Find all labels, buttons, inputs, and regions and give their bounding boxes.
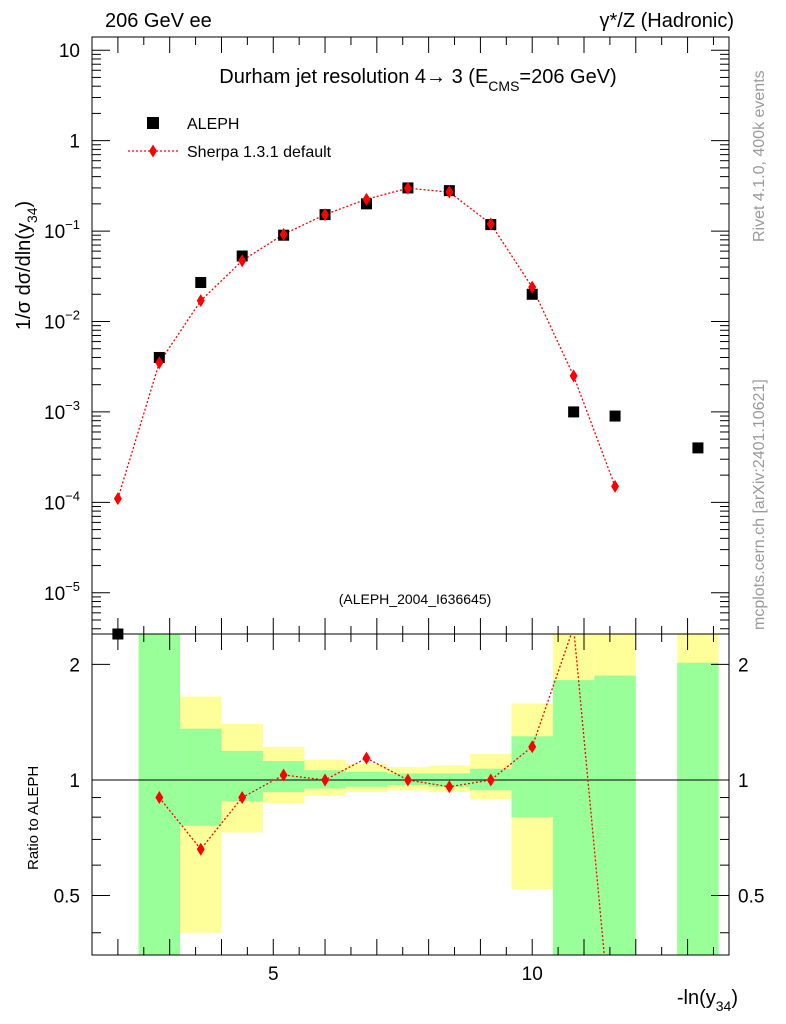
main-y-tick-label: 10−5 bbox=[44, 579, 80, 605]
main-axes: 10 1 10−1 10−2 10−3 10−4 10−5 bbox=[44, 37, 729, 634]
ratio-band-inner bbox=[180, 728, 222, 826]
sherpa-point bbox=[611, 479, 620, 493]
ratio-y-tick-label-right: 0.5 bbox=[738, 887, 764, 908]
sherpa-point bbox=[196, 294, 205, 308]
ratio-ylabel: Ratio to ALEPH bbox=[25, 766, 42, 870]
sherpa-point bbox=[486, 217, 495, 231]
mcplots-citation-label: mcplots.cern.ch [arXiv:2401.10621] bbox=[751, 379, 768, 630]
ratio-point bbox=[238, 791, 247, 805]
rivet-version-label: Rivet 4.1.0, 400k events bbox=[751, 70, 768, 242]
aleph-point bbox=[568, 406, 580, 418]
aleph-point bbox=[526, 288, 538, 300]
sherpa-point bbox=[569, 369, 578, 383]
main-y-tick-label: 10−4 bbox=[44, 488, 80, 514]
ratio-band-inner bbox=[677, 662, 719, 955]
main-data-layer bbox=[112, 181, 704, 640]
ratio-point bbox=[155, 791, 164, 805]
sherpa-point bbox=[279, 227, 288, 241]
aleph-point bbox=[195, 276, 207, 288]
main-y-tick-label: 10−3 bbox=[44, 398, 80, 424]
header-left: 206 GeV ee bbox=[105, 10, 212, 32]
sherpa-point bbox=[238, 254, 247, 268]
ratio-point bbox=[445, 780, 454, 794]
ratio-y-tick-label-right: 2 bbox=[738, 655, 749, 676]
ratio-y-tick-label-left: 2 bbox=[69, 655, 80, 676]
ratio-band-inner bbox=[552, 680, 595, 955]
sherpa-point bbox=[403, 181, 412, 195]
aleph-point bbox=[692, 442, 704, 454]
header-right: γ*/Z (Hadronic) bbox=[600, 10, 734, 32]
ratio-point bbox=[321, 773, 330, 787]
ratio-panel: 5 10 2 2 1 1 0.5 0.5 Ratio to ALEPH -ln(y34) bbox=[25, 633, 764, 1014]
ratio-y-tick-label-left: 1 bbox=[69, 771, 80, 792]
ratio-point bbox=[486, 773, 495, 787]
ratio-band-inner bbox=[345, 771, 388, 787]
legend: ALEPH Sherpa 1.3.1 default bbox=[128, 116, 332, 161]
ratio-axes: 5 10 2 2 1 1 0.5 0.5 bbox=[54, 634, 764, 985]
legend-label-sherpa: Sherpa 1.3.1 default bbox=[187, 144, 332, 161]
main-panel: 10 1 10−1 10−2 10−3 10−4 10−5 Durham jet resol… bbox=[13, 36, 730, 640]
main-y-tick-label: 10−2 bbox=[44, 307, 80, 333]
ratio-point bbox=[362, 751, 371, 765]
ratio-data-layer bbox=[92, 634, 729, 955]
ratio-point bbox=[528, 740, 537, 754]
main-y-tick-label: 10−1 bbox=[44, 217, 80, 243]
ratio-line bbox=[158, 634, 605, 955]
analysis-watermark: (ALEPH_2004_I636645) bbox=[339, 591, 492, 607]
aleph-point bbox=[609, 410, 621, 422]
ratio-y-tick-label-left: 0.5 bbox=[54, 887, 80, 908]
sherpa-point bbox=[528, 280, 537, 294]
legend-marker-aleph bbox=[147, 117, 159, 129]
main-y-tick-label: 10 bbox=[59, 41, 80, 62]
chart-title: Durham jet resolution 4→ 3 (ECMS=206 GeV… bbox=[219, 66, 616, 94]
sherpa-point bbox=[155, 356, 164, 370]
main-ylabel: 1/σ dσ/dln(y34) bbox=[13, 201, 40, 330]
sherpa-point bbox=[362, 192, 371, 206]
sherpa-point bbox=[321, 208, 330, 222]
legend-label-aleph: ALEPH bbox=[187, 116, 239, 133]
sherpa-point bbox=[445, 185, 454, 199]
sherpa-line bbox=[117, 187, 616, 499]
sherpa-point bbox=[113, 492, 122, 506]
ratio-point bbox=[196, 842, 205, 856]
ratio-y-tick-label-right: 1 bbox=[738, 771, 749, 792]
ratio-x-tick-label: 10 bbox=[522, 964, 543, 985]
ratio-x-tick-label: 5 bbox=[268, 964, 279, 985]
legend-marker-sherpa bbox=[149, 144, 157, 158]
ratio-xlabel: -ln(y34) bbox=[677, 987, 738, 1014]
ratio-frame bbox=[91, 633, 730, 956]
ratio-point bbox=[403, 773, 412, 787]
main-y-tick-label: 1 bbox=[69, 132, 80, 153]
ratio-band-inner bbox=[594, 675, 636, 955]
ratio-point bbox=[279, 768, 288, 782]
